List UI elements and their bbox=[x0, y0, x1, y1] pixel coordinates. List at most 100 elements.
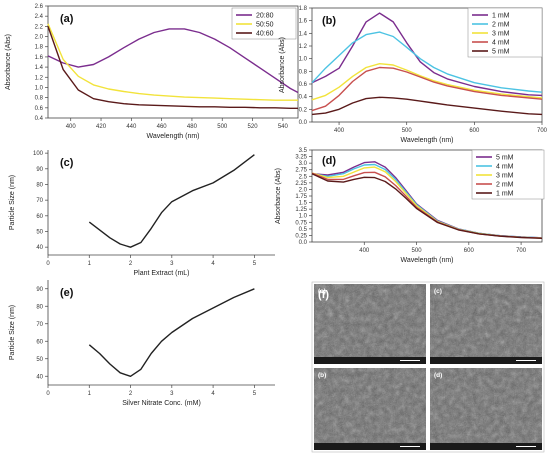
x-tick-label: 0 bbox=[46, 261, 50, 267]
y-tick-label: 0.6 bbox=[299, 82, 308, 88]
y-tick-label: 1.5 bbox=[299, 201, 308, 207]
y-tick-label: 1.0 bbox=[299, 57, 308, 63]
y-tick-label: 1.2 bbox=[299, 44, 308, 50]
legend-entry: 5 mM bbox=[492, 49, 510, 56]
y-tick-label: 0.4 bbox=[35, 116, 44, 122]
y-tick-label: 60 bbox=[36, 214, 43, 220]
charts-layer: 400 420 440 460 480 500 520 5400.40.60.81.01.21… bbox=[5, 4, 548, 407]
sem-image-label: (b) bbox=[318, 372, 326, 379]
x-tick-label: 700 bbox=[537, 128, 548, 134]
chart-panel-1: 400 500 600 700 0.0 0.2 0.4 0.6 0.8 1.0 1.2 1.4 1.6 1… bbox=[279, 6, 548, 144]
sem-texture-fine bbox=[430, 368, 542, 450]
y-tick-label: 90 bbox=[36, 287, 43, 293]
y-tick-label: 0.0 bbox=[299, 240, 308, 246]
y-tick-label: 1.6 bbox=[299, 19, 308, 25]
x-tick-label: 600 bbox=[464, 248, 475, 254]
y-tick-label: 40 bbox=[36, 245, 43, 251]
x-tick-label: 540 bbox=[278, 124, 289, 130]
legend: 1 mM 2 mM 3 mM 4 mM 5 mM bbox=[467, 7, 543, 58]
plot-frame bbox=[311, 7, 543, 123]
sem-texture-fine bbox=[314, 284, 426, 364]
x-axis-label: Wavelength (nm) bbox=[146, 133, 199, 140]
y-tick-label: 70 bbox=[36, 322, 43, 328]
x-tick-label: 480 bbox=[187, 124, 198, 130]
series-line-4 bbox=[311, 96, 543, 116]
y-tick-label: 70 bbox=[36, 198, 43, 204]
series-line-0 bbox=[88, 154, 255, 248]
y-axis-label: Particle Size (nm) bbox=[9, 175, 16, 230]
panel-label: (e) bbox=[60, 287, 74, 299]
x-axis-label: Wavelength (nm) bbox=[400, 257, 453, 264]
x-tick-label: 3 bbox=[170, 261, 174, 267]
panel-label: (d) bbox=[322, 155, 336, 167]
y-tick-label: 2.0 bbox=[35, 35, 44, 41]
y-tick-label: 0.0 bbox=[299, 120, 308, 126]
chart-panel-2: 0 1 2 3 4 5 40 50 60 70 80 90 100 Plant Extract (mL) P… bbox=[9, 150, 275, 277]
y-tick-label: 2.2 bbox=[35, 24, 44, 30]
panel-label: (a) bbox=[60, 13, 74, 25]
x-tick-label: 4 bbox=[211, 391, 215, 397]
y-tick-label: 1.2 bbox=[35, 75, 44, 81]
y-tick-label: 60 bbox=[36, 339, 43, 345]
sem-info-bar bbox=[430, 443, 542, 450]
y-axis-label: Particle Size (nm) bbox=[9, 305, 16, 360]
x-tick-label: 1 bbox=[88, 391, 92, 397]
x-tick-label: 600 bbox=[469, 128, 480, 134]
y-tick-label: 3.0 bbox=[299, 161, 308, 167]
y-axis-label: Absorbance (Abs) bbox=[279, 37, 286, 93]
sem-image-label: (a) bbox=[318, 288, 326, 295]
x-axis-label: Silver Nitrate Conc. (mM) bbox=[122, 400, 201, 407]
sem-image-label: (c) bbox=[434, 288, 442, 295]
x-tick-label: 520 bbox=[248, 124, 259, 130]
legend-entry: 2 mM bbox=[492, 22, 510, 29]
sem-texture-fine bbox=[430, 284, 542, 364]
y-tick-label: 1.8 bbox=[35, 45, 44, 51]
series-line-1 bbox=[47, 23, 298, 101]
y-tick-label: 40 bbox=[36, 374, 43, 380]
legend-entry: 1 mM bbox=[496, 191, 514, 198]
y-tick-label: 2.0 bbox=[299, 187, 308, 193]
y-tick-label: 2.5 bbox=[299, 174, 308, 180]
legend-entry: 4 mM bbox=[492, 40, 510, 47]
x-tick-label: 400 bbox=[334, 128, 345, 134]
y-tick-label: 50 bbox=[36, 229, 43, 235]
sem-image-0: (a) bbox=[314, 284, 426, 364]
y-tick-label: 1.6 bbox=[35, 55, 44, 61]
sem-texture-fine bbox=[314, 368, 426, 450]
chart-panel-3: 400 500 600 700 0.00.250.50.751.01.251.51.75… bbox=[275, 148, 545, 264]
y-tick-label: 0.5 bbox=[299, 227, 308, 233]
series-line-0 bbox=[47, 28, 299, 94]
y-tick-label: 2.25 bbox=[295, 181, 307, 187]
legend-entry: 3 mM bbox=[492, 31, 510, 38]
x-tick-label: 400 bbox=[66, 124, 77, 130]
x-tick-label: 3 bbox=[170, 391, 174, 397]
y-tick-label: 1.4 bbox=[35, 65, 44, 71]
x-tick-label: 500 bbox=[402, 128, 413, 134]
panel-label: (c) bbox=[60, 157, 74, 169]
x-tick-label: 420 bbox=[96, 124, 107, 130]
x-tick-label: 400 bbox=[359, 248, 370, 254]
y-axis-label: Absorbance (Abs) bbox=[275, 168, 282, 224]
x-tick-label: 500 bbox=[412, 248, 423, 254]
sem-image-2: (b) bbox=[314, 368, 426, 450]
y-tick-label: 0.2 bbox=[299, 107, 308, 113]
y-tick-label: 1.8 bbox=[299, 6, 308, 12]
y-tick-label: 50 bbox=[36, 357, 43, 363]
x-tick-label: 460 bbox=[157, 124, 168, 130]
chart-panel-4: 0 1 2 3 4 5 40 50 60 70 80 90 Silver Nitrate Conc. (… bbox=[9, 280, 275, 407]
legend-entry: 20:80 bbox=[256, 13, 274, 20]
legend-entry: 1 mM bbox=[492, 13, 510, 20]
legend: 20:80 50:50 40:60 bbox=[231, 7, 297, 40]
y-tick-label: 100 bbox=[33, 151, 44, 157]
legend-entry: 4 mM bbox=[496, 164, 514, 171]
panel-label: (b) bbox=[322, 15, 336, 27]
x-axis-label: Wavelength (nm) bbox=[400, 137, 453, 144]
x-tick-label: 4 bbox=[211, 261, 215, 267]
sem-info-bar bbox=[314, 443, 426, 450]
x-tick-label: 440 bbox=[126, 124, 137, 130]
y-tick-label: 0.25 bbox=[295, 233, 307, 239]
y-axis-label: Absorbance (Abs) bbox=[5, 34, 12, 90]
legend: 5 mM 4 mM 3 mM 2 mM 1 mM bbox=[471, 149, 545, 200]
x-tick-label: 0 bbox=[46, 391, 50, 397]
